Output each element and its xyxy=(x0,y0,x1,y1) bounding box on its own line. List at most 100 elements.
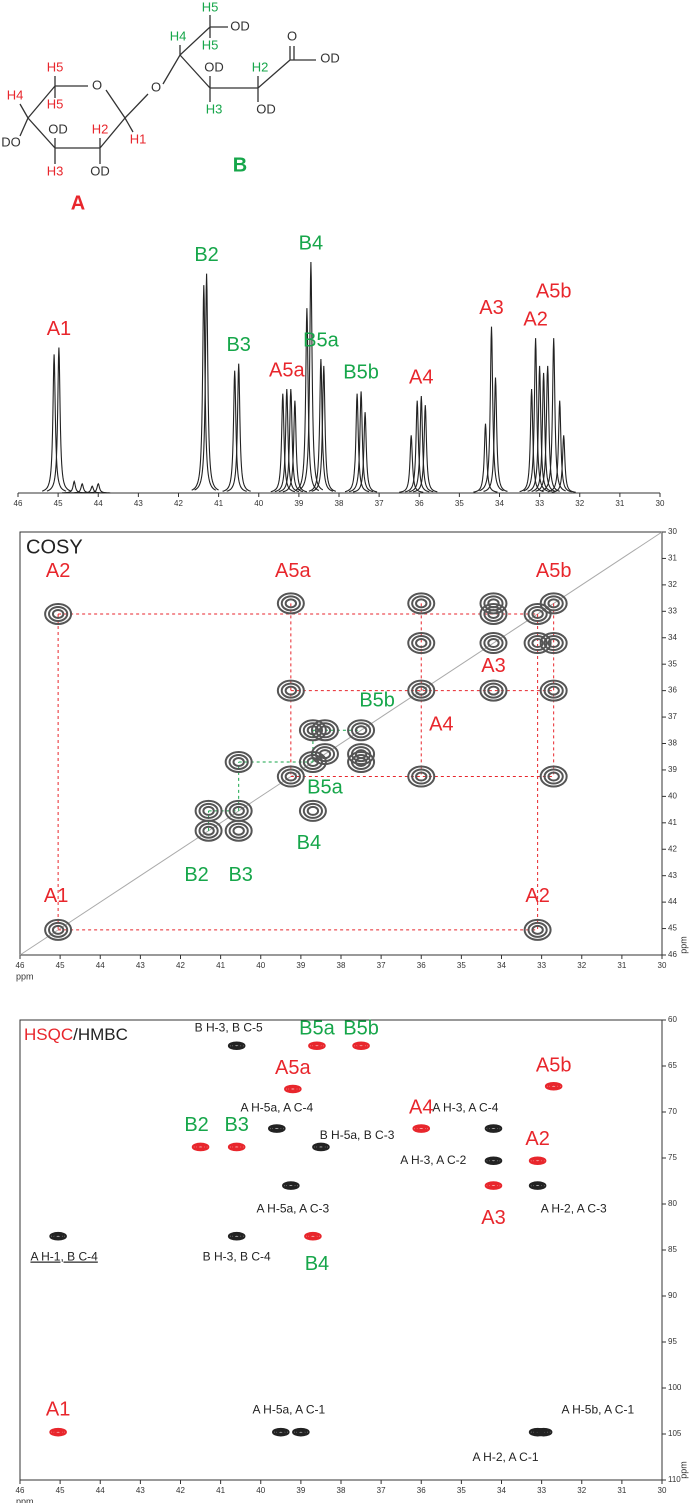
contour xyxy=(302,722,324,739)
annotation: A H-5b, A C-1 xyxy=(561,1402,634,1416)
cross-peak xyxy=(523,918,552,941)
contour xyxy=(547,771,560,782)
annotation: A H-5a, A C-3 xyxy=(256,1202,329,1216)
y-tick-label: 44 xyxy=(668,897,677,906)
contour xyxy=(539,1429,548,1435)
contour xyxy=(543,682,564,699)
x-tick-label: 32 xyxy=(577,1486,586,1495)
cross-peak xyxy=(407,765,436,788)
annotation: A5a xyxy=(275,1057,311,1079)
contour xyxy=(523,632,552,655)
contour xyxy=(543,595,564,612)
peak xyxy=(352,412,378,493)
cross-peak xyxy=(292,1427,310,1437)
x-tick-label: 36 xyxy=(417,961,426,970)
contour xyxy=(194,799,223,822)
annotation: A H-2, A C-1 xyxy=(472,1450,538,1464)
cross-peak xyxy=(479,632,508,655)
contour xyxy=(48,921,69,938)
atom-label: H2 xyxy=(92,121,109,136)
contour xyxy=(272,1126,281,1131)
contour xyxy=(533,1158,542,1164)
atom-label: H3 xyxy=(47,163,64,178)
annotation: B H-3, B C-4 xyxy=(203,1250,271,1264)
contour xyxy=(415,685,428,696)
annotation: A H-1, B C-4 xyxy=(30,1250,98,1264)
contour xyxy=(228,822,249,839)
contour xyxy=(543,768,564,785)
annotation: A5a xyxy=(275,560,311,582)
annotation: A3 xyxy=(481,655,505,677)
cross-peak xyxy=(484,1124,503,1133)
x-axis-label: ppm xyxy=(16,1496,34,1503)
peak xyxy=(41,354,67,492)
peak xyxy=(409,395,434,493)
x-tick-label: 33 xyxy=(537,961,546,970)
contour xyxy=(196,1144,205,1150)
contour xyxy=(314,722,336,739)
x-tick-label: 42 xyxy=(174,499,183,508)
cross-peak xyxy=(310,719,339,742)
x-tick-label: 39 xyxy=(296,1486,305,1495)
x-tick-label: 40 xyxy=(256,961,265,970)
contour xyxy=(280,682,301,699)
atom-label: OD xyxy=(320,50,340,65)
contour xyxy=(306,805,320,816)
x-tick-label: 36 xyxy=(417,1486,426,1495)
contour xyxy=(407,592,436,615)
y-tick-label: 33 xyxy=(668,606,677,615)
panel-title: HSQC/HMBC xyxy=(24,1025,128,1044)
cross-peak xyxy=(539,632,568,655)
contour xyxy=(479,602,508,625)
atom-label: OD xyxy=(48,121,68,136)
cross-peak xyxy=(347,719,376,742)
peak xyxy=(226,363,251,492)
annotation: A H-5a, A C-1 xyxy=(252,1402,325,1416)
contour xyxy=(296,1429,305,1435)
ring-name: A xyxy=(71,192,85,214)
atom-label: O xyxy=(151,79,161,94)
y-tick-label: 34 xyxy=(668,633,677,642)
cross-peak xyxy=(282,1181,300,1190)
contour xyxy=(527,635,548,652)
peak-label: B5b xyxy=(343,362,379,384)
cross-peak xyxy=(310,743,339,766)
annotation: B5a xyxy=(307,777,343,799)
cross-peak xyxy=(268,1124,286,1133)
contour xyxy=(298,799,327,822)
x-tick-label: 44 xyxy=(94,499,103,508)
cross-peak xyxy=(534,1427,553,1437)
contour xyxy=(202,825,215,836)
annotation: A2 xyxy=(525,1128,549,1150)
y-tick-label: 35 xyxy=(668,659,677,668)
annotation: A2 xyxy=(46,560,70,582)
contour xyxy=(539,679,568,702)
cross-peak xyxy=(298,799,327,822)
contour xyxy=(356,1043,366,1049)
atom-label: H5 xyxy=(202,37,219,52)
x-tick-label: 37 xyxy=(377,961,386,970)
peak xyxy=(523,338,548,492)
peak xyxy=(222,370,247,492)
peak-label: A1 xyxy=(47,318,71,340)
atom-label: O xyxy=(92,77,102,92)
annotation: A1 xyxy=(46,1398,70,1420)
contour xyxy=(354,725,368,736)
peak xyxy=(405,400,430,493)
y-axis-label: ppm xyxy=(678,1461,688,1479)
contour xyxy=(310,719,339,742)
atom-label: H2 xyxy=(252,59,269,74)
cross-peak xyxy=(227,1231,246,1241)
cross-peak xyxy=(276,679,305,702)
contour xyxy=(51,608,65,619)
contour xyxy=(53,1233,63,1239)
contour xyxy=(318,725,332,736)
y-axis-label: ppm xyxy=(678,936,688,954)
cross-peak xyxy=(484,1156,503,1166)
x-tick-label: 46 xyxy=(16,961,25,970)
peak xyxy=(46,347,72,492)
title-part: HSQC xyxy=(24,1025,73,1044)
x-tick-label: 31 xyxy=(617,1486,626,1495)
panel-title: COSY xyxy=(26,536,83,558)
